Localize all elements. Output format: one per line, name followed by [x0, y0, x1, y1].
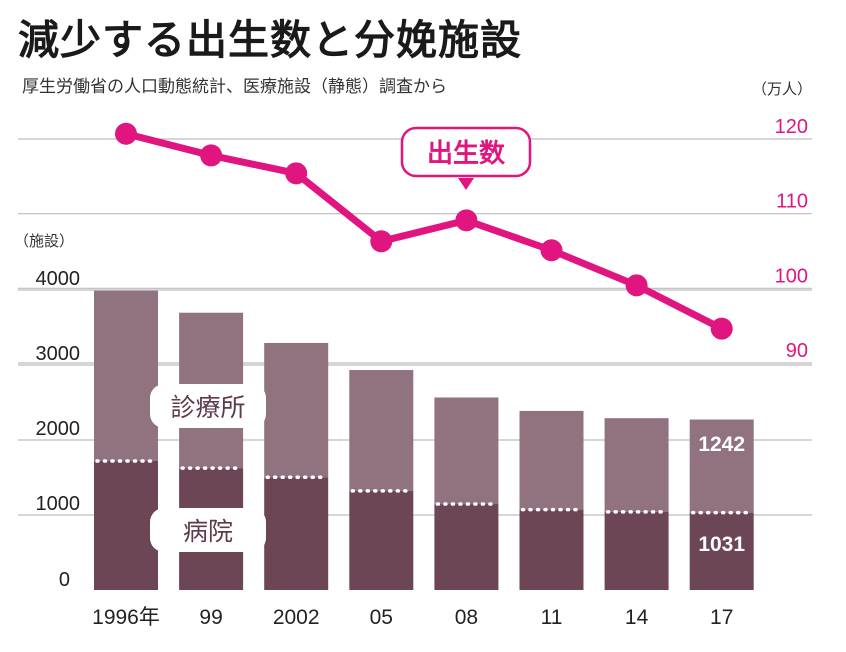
births-line-path	[125, 130, 724, 332]
bars	[94, 290, 754, 590]
x-tick-label: 08	[455, 606, 478, 629]
y2-tick-label: 110	[776, 191, 808, 213]
births-callout-pointer	[458, 178, 474, 190]
hospital-bar	[94, 461, 158, 590]
births-callout: 出生数	[400, 126, 532, 190]
x-tick-label: 11	[541, 606, 563, 629]
births-point	[625, 274, 648, 297]
x-tick-label: 14	[625, 606, 649, 629]
clinic-label-box	[150, 384, 266, 428]
data-label-clinic-2017: 1242	[698, 433, 745, 456]
births-line	[115, 122, 733, 340]
hospital-bar	[519, 509, 584, 590]
y2-tick-label: 90	[786, 340, 808, 362]
births-point	[540, 239, 563, 262]
y2-tick-label: 100	[775, 265, 808, 287]
data-label-hospital-2017: 1031	[698, 533, 745, 556]
x-tick-label: 2002	[273, 606, 320, 629]
y-tick-label: 3000	[36, 343, 81, 365]
births-point	[370, 230, 393, 253]
clinic-bar	[94, 290, 158, 461]
data-labels: 1242 1031	[698, 433, 745, 556]
hospital-series-label: 病院	[183, 517, 233, 546]
axes: （施設） （万人） 90 100 110 120 0 1000 2000 3000 4000 19…	[14, 80, 812, 629]
y-tick-label: 1000	[36, 493, 81, 515]
clinic-bar	[604, 418, 669, 512]
births-point	[200, 144, 223, 167]
y-tick-label: 0	[59, 569, 70, 591]
clinic-series-label: 診療所	[170, 393, 245, 422]
y-tick-label: 4000	[36, 268, 81, 290]
hospital-bar	[349, 490, 414, 590]
chart-title: 減少する出生数と分娩施設	[18, 16, 522, 64]
x-tick-label: 99	[199, 606, 222, 629]
hospital-label-box	[150, 508, 266, 552]
clinic-bar	[434, 397, 499, 505]
births-point	[285, 162, 308, 185]
hospital-bar	[604, 511, 669, 590]
y-tick-label: 2000	[36, 418, 81, 440]
hospital-bar	[264, 477, 329, 590]
category-labels: 診療所 病院	[150, 384, 266, 552]
y-axis-unit-left: （施設）	[14, 232, 74, 250]
x-tick-label: 1996年	[92, 606, 160, 629]
hospital-bar	[434, 504, 499, 590]
births-series-label: 出生数	[427, 139, 506, 169]
clinic-bar	[349, 370, 414, 491]
hospital-bar	[689, 512, 754, 590]
x-tick-label: 05	[370, 606, 393, 629]
y-axis-unit-right: （万人）	[752, 80, 812, 98]
births-callout-box	[400, 126, 532, 178]
clinic-bar	[689, 419, 754, 513]
births-point	[115, 122, 137, 145]
y2-tick-label: 120	[775, 116, 808, 138]
clinic-bar	[264, 342, 329, 478]
x-tick-label: 17	[710, 606, 733, 629]
chart-subtitle: 厚生労働省の人口動態統計、医療施設（静態）調査から	[22, 77, 447, 97]
births-point	[455, 209, 478, 232]
hospital-boundary-dots	[95, 459, 753, 515]
clinic-bar	[519, 410, 584, 510]
births-point	[710, 317, 733, 340]
